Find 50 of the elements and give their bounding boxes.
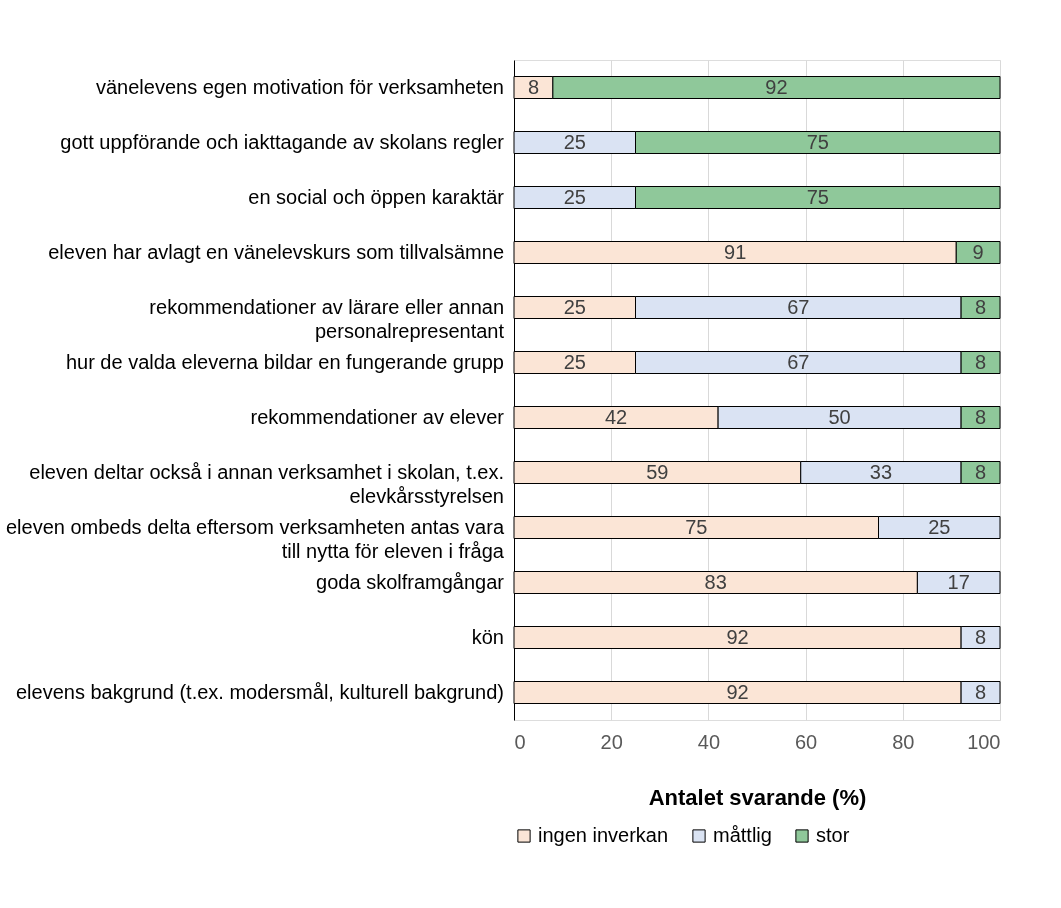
y-tick-label: gott uppförande och iakttagande av skolans regler xyxy=(60,130,505,153)
data-label: 8 xyxy=(975,625,987,648)
data-label: 42 xyxy=(604,405,628,428)
x-tick-label: 100 xyxy=(967,730,1001,753)
y-tick-label: eleven deltar också i annan verksamhet i skolan, t.ex. elevkårsstyrelsen xyxy=(29,460,504,507)
legend-label: ingen inverkan xyxy=(538,824,669,846)
data-label: 25 xyxy=(928,515,951,538)
data-label: 8 xyxy=(975,460,987,483)
legend-label: måttlig xyxy=(713,824,772,846)
data-label: 25 xyxy=(563,350,586,373)
data-label: 33 xyxy=(869,460,893,483)
data-label: 59 xyxy=(646,460,669,483)
data-label: 91 xyxy=(724,240,747,263)
data-label: 67 xyxy=(787,350,810,373)
data-label: 9 xyxy=(972,240,984,263)
data-label: 25 xyxy=(563,130,586,153)
data-label: 8 xyxy=(975,295,987,318)
data-label: 17 xyxy=(947,570,970,593)
data-label: 8 xyxy=(527,75,539,98)
data-label: 25 xyxy=(563,185,586,208)
x-tick-label: 0 xyxy=(514,730,526,753)
data-label: 8 xyxy=(975,680,987,703)
data-label: 92 xyxy=(726,680,749,703)
data-label: 83 xyxy=(704,570,727,593)
x-tick-label: 80 xyxy=(892,730,915,753)
y-tick-label: hur de valda eleverna bildar en fungerande grupp xyxy=(65,350,504,373)
x-tick-label: 40 xyxy=(697,730,721,753)
x-tick-label: 20 xyxy=(600,730,623,753)
y-tick-label: en social och öppen karaktär xyxy=(248,185,505,208)
x-tick-label: 60 xyxy=(794,730,818,753)
data-label: 50 xyxy=(828,405,851,428)
y-tick-label: rekommendationer av lärare eller annan personalrepresentant xyxy=(149,295,505,342)
y-tick-label: goda skolframgångar xyxy=(316,570,505,593)
y-tick-label: rekommendationer av elever xyxy=(250,405,505,428)
data-label: 25 xyxy=(563,295,586,318)
data-label: 8 xyxy=(975,405,987,428)
y-tick-label: elevens bakgrund (t.ex. modersmål, kulturell bakgrund) xyxy=(15,680,504,703)
y-tick-label: kön xyxy=(471,625,504,648)
data-label: 67 xyxy=(787,295,810,318)
y-tick-label: eleven har avlagt en vänelevskurs som tillvalsämne xyxy=(48,240,504,263)
x-axis-title: Antalet svarande (%) xyxy=(648,784,867,810)
legend-label: stor xyxy=(816,824,850,846)
data-label: 75 xyxy=(806,130,829,153)
data-label: 75 xyxy=(685,515,708,538)
data-label: 92 xyxy=(765,75,788,98)
y-tick-label: eleven ombeds delta eftersom verksamheten antas vara till nytta för eleven i fråga xyxy=(5,515,505,562)
data-label: 75 xyxy=(806,185,829,208)
data-label: 8 xyxy=(975,350,987,373)
data-label: 92 xyxy=(726,625,749,648)
y-tick-label: vänelevens egen motivation för verksamheten xyxy=(95,75,504,98)
